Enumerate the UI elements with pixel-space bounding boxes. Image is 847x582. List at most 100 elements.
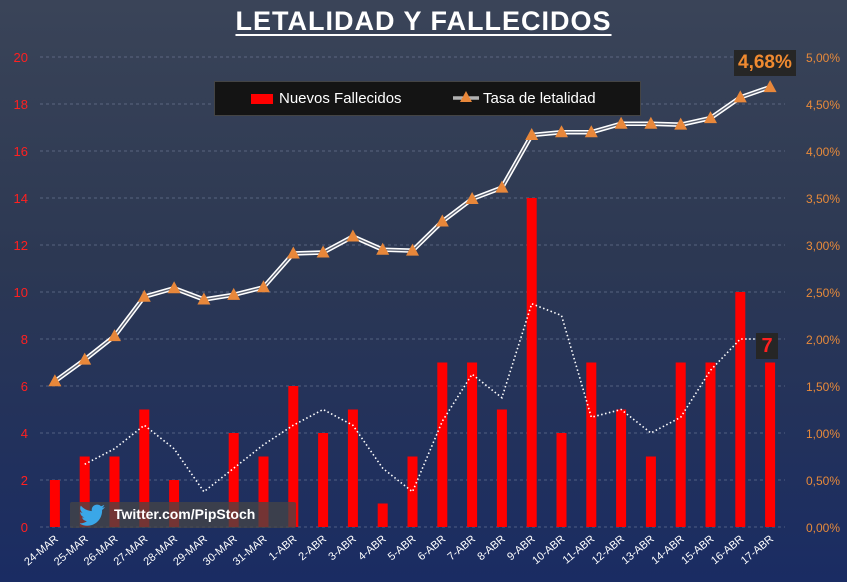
legend-bar-swatch bbox=[251, 94, 273, 104]
rate-point bbox=[78, 352, 92, 365]
trend-dotted-series bbox=[84, 302, 771, 494]
bar bbox=[645, 456, 656, 527]
legend-bar-label: Nuevos Fallecidos bbox=[279, 90, 402, 107]
rate-point bbox=[227, 287, 241, 300]
last-deaths-callout: 7 bbox=[756, 333, 778, 359]
bar bbox=[288, 386, 299, 527]
y-right-tick-label: 3,00% bbox=[806, 239, 840, 253]
rate-point bbox=[674, 117, 688, 130]
y-right-tick-label: 1,50% bbox=[806, 380, 840, 394]
bar bbox=[705, 362, 716, 527]
legend-line-label: Tasa de letalidad bbox=[483, 90, 596, 107]
y-left-tick-label: 18 bbox=[14, 97, 28, 112]
rate-point bbox=[465, 191, 479, 204]
chart-title: LETALIDAD Y FALLECIDOS bbox=[235, 6, 612, 36]
y-left-ticks: 0 2 4 6 8 10 12 14 16 18 20 bbox=[14, 50, 28, 535]
y-right-tick-label: 1,00% bbox=[806, 427, 840, 441]
rate-point bbox=[48, 374, 62, 387]
y-left-tick-label: 2 bbox=[21, 473, 28, 488]
bar bbox=[675, 362, 686, 527]
x-tick-label: 6-ABR bbox=[416, 533, 449, 563]
rate-point bbox=[406, 243, 419, 256]
trend-dotted-line bbox=[84, 302, 771, 494]
rate-point bbox=[584, 125, 598, 138]
x-tick-label: 8-ABR bbox=[475, 533, 508, 563]
rate-point bbox=[167, 281, 181, 294]
bar bbox=[228, 433, 239, 527]
x-tick-label: 5-ABR bbox=[386, 533, 419, 563]
rate-point bbox=[376, 242, 390, 255]
bar bbox=[49, 480, 60, 527]
x-tick-label: 2-ABR bbox=[296, 533, 329, 563]
y-left-tick-label: 4 bbox=[21, 426, 28, 441]
rate-point bbox=[435, 214, 449, 227]
bar bbox=[735, 292, 746, 527]
rate-point bbox=[525, 128, 539, 141]
bar bbox=[318, 433, 329, 527]
y-right-tick-label: 5,00% bbox=[806, 51, 840, 65]
x-tick-label: 14-ABR bbox=[649, 533, 686, 567]
y-left-tick-label: 16 bbox=[14, 144, 28, 159]
y-left-tick-label: 12 bbox=[14, 238, 28, 253]
rate-point bbox=[555, 125, 568, 138]
rate-point bbox=[733, 90, 747, 103]
rate-point bbox=[495, 180, 509, 193]
x-tick-label: 31-MAR bbox=[231, 533, 270, 568]
x-tick-label: 12-ABR bbox=[590, 533, 627, 567]
x-tick-label: 7-ABR bbox=[445, 533, 478, 563]
y-right-tick-label: 0,00% bbox=[806, 521, 840, 535]
x-ticks: 24-MAR25-MAR26-MAR27-MAR28-MAR29-MAR30-M… bbox=[22, 533, 776, 568]
twitter-bird-icon bbox=[80, 504, 105, 526]
bar bbox=[258, 456, 269, 527]
rate-point bbox=[644, 116, 658, 129]
rate-point bbox=[137, 289, 151, 302]
y-right-tick-label: 2,00% bbox=[806, 333, 840, 347]
bar bbox=[437, 362, 448, 527]
x-tick-label: 4-ABR bbox=[356, 533, 389, 563]
bar bbox=[586, 362, 597, 527]
bar bbox=[407, 456, 418, 527]
bar bbox=[139, 409, 150, 527]
rate-point bbox=[108, 329, 121, 342]
y-right-tick-label: 0,50% bbox=[806, 474, 840, 488]
y-left-tick-label: 6 bbox=[21, 379, 28, 394]
twitter-watermark: Twitter.com/PipStoch bbox=[70, 502, 296, 528]
rate-point bbox=[614, 116, 628, 129]
bar bbox=[347, 409, 358, 527]
y-left-tick-label: 10 bbox=[14, 285, 28, 300]
bar bbox=[616, 409, 627, 527]
rate-point bbox=[257, 280, 270, 293]
x-tick-label: 3-ABR bbox=[326, 533, 359, 563]
rate-line-inner bbox=[54, 86, 771, 382]
bar bbox=[556, 433, 567, 527]
y-right-tick-label: 4,00% bbox=[806, 145, 840, 159]
rate-point bbox=[704, 111, 717, 124]
y-left-tick-label: 20 bbox=[14, 50, 28, 65]
bar bbox=[79, 456, 90, 527]
x-tick-label: 16-ABR bbox=[709, 533, 746, 567]
twitter-handle: Twitter.com/PipStoch bbox=[114, 506, 256, 522]
last-rate-callout: 4,68% bbox=[734, 50, 796, 76]
bar bbox=[526, 198, 537, 527]
bar bbox=[109, 456, 120, 527]
x-tick-label: 13-ABR bbox=[620, 533, 657, 567]
x-tick-label: 15-ABR bbox=[679, 533, 716, 567]
y-left-tick-label: 14 bbox=[14, 191, 28, 206]
rate-point bbox=[286, 246, 300, 259]
y-left-tick-label: 0 bbox=[21, 520, 28, 535]
y-right-tick-label: 2,50% bbox=[806, 286, 840, 300]
y-right-tick-label: 3,50% bbox=[806, 192, 840, 206]
rate-point bbox=[197, 292, 211, 305]
legend-line-swatch bbox=[453, 91, 479, 102]
legend: Nuevos Fallecidos Tasa de letalidad bbox=[214, 81, 641, 116]
rate-line-series bbox=[48, 80, 777, 387]
rate-line-outer bbox=[53, 84, 771, 384]
rate-point bbox=[763, 80, 777, 93]
x-tick-label: 17-ABR bbox=[739, 533, 776, 567]
y-right-tick-label: 4,50% bbox=[806, 98, 840, 112]
y-left-tick-label: 8 bbox=[21, 332, 28, 347]
bar bbox=[496, 409, 507, 527]
y-right-ticks: 0,00% 0,50% 1,00% 1,50% 2,00% 2,50% 3,00% 3,50%… bbox=[806, 51, 840, 535]
bar bbox=[467, 362, 478, 527]
bar bbox=[765, 362, 776, 527]
